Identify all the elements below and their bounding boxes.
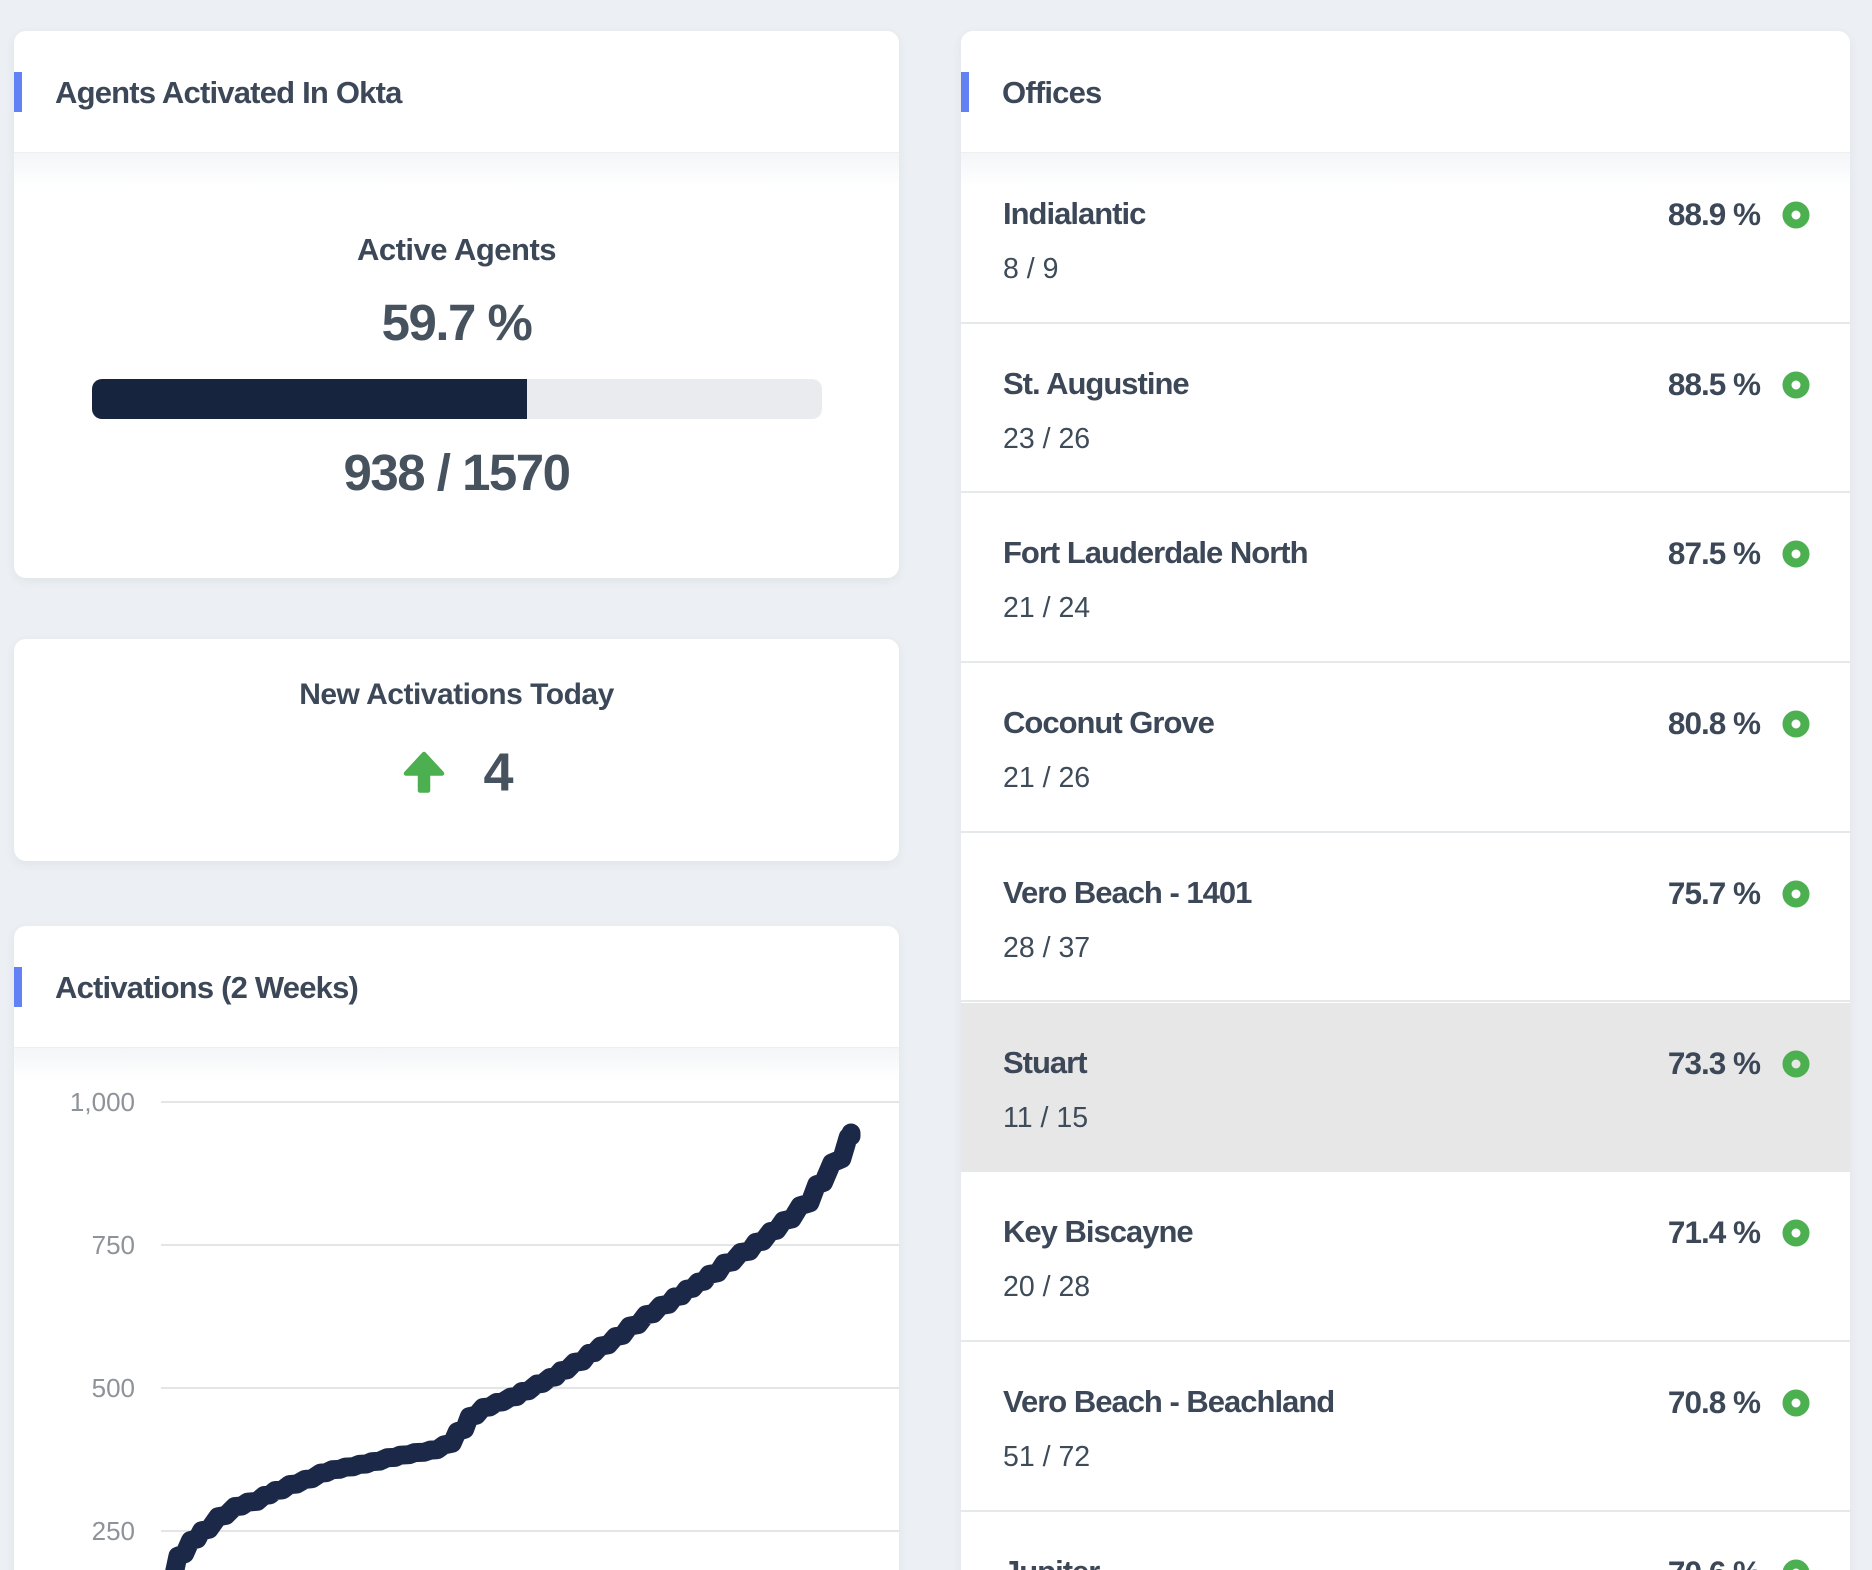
svg-text:750: 750: [92, 1230, 135, 1260]
svg-text:4: 4: [483, 744, 513, 803]
svg-text:500: 500: [92, 1373, 135, 1403]
svg-text:1,000: 1,000: [70, 1087, 135, 1117]
svg-text:250: 250: [92, 1516, 135, 1546]
